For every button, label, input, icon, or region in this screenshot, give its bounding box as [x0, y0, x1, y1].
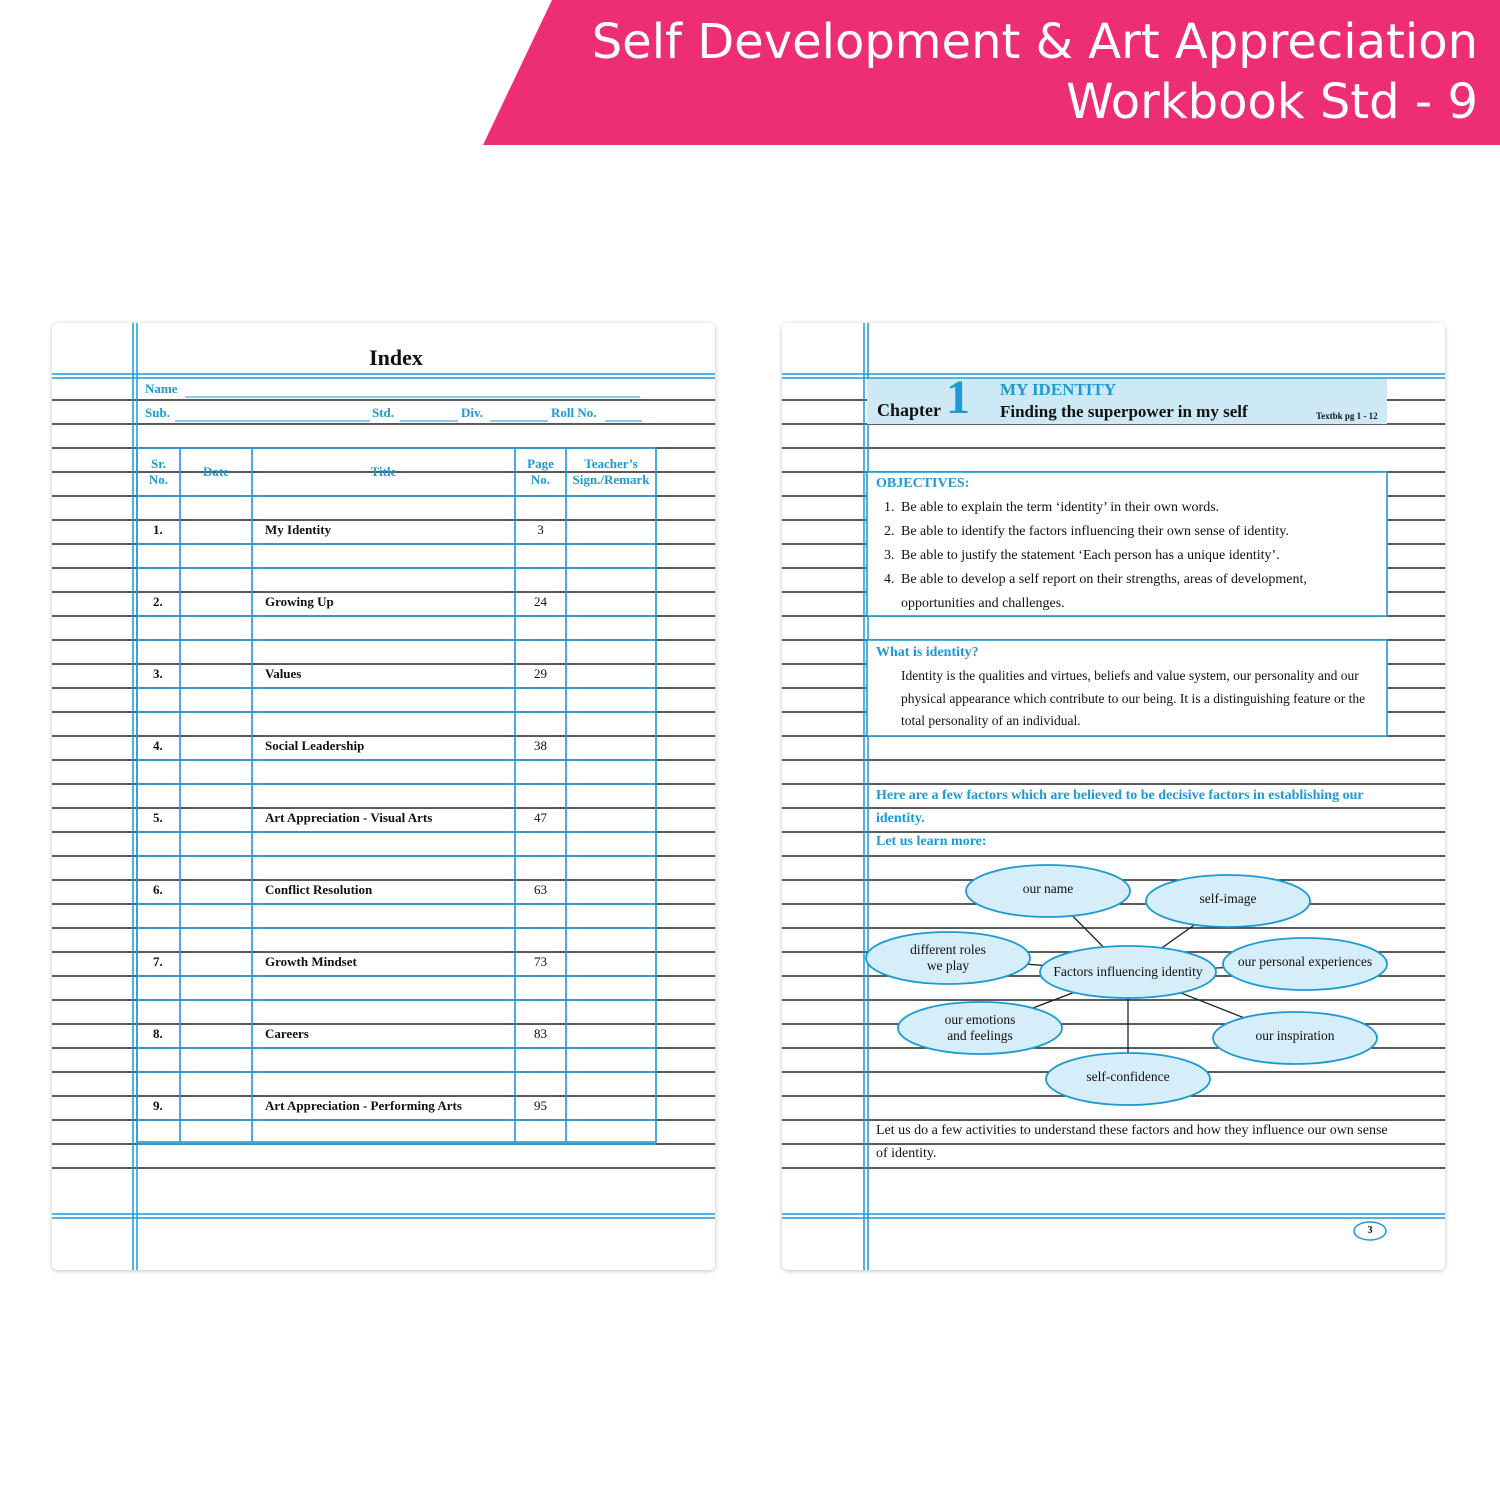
factor-label: self-confidence: [1086, 1069, 1170, 1084]
page-number: 29: [534, 666, 547, 681]
banner-title: Self Development & Art Appreciation: [591, 14, 1478, 70]
page-number: 3: [537, 522, 544, 537]
chapter-title: Growing Up: [265, 594, 334, 609]
factor-label: and feelings: [947, 1028, 1013, 1043]
chapter-title: Careers: [265, 1026, 309, 1041]
chapter-title: My Identity: [265, 522, 332, 537]
serial-number: 3.: [153, 666, 163, 681]
serial-number: 6.: [153, 882, 163, 897]
page-number: 47: [534, 810, 547, 825]
field-label: Div.: [461, 405, 484, 420]
page-number: 83: [534, 1026, 547, 1041]
page-number: 38: [534, 738, 547, 753]
objective-number: 2.: [884, 524, 895, 539]
chapter-title: Growth Mindset: [265, 954, 357, 969]
factor-label: our emotions: [944, 1012, 1016, 1027]
chapter-label: Chapter: [877, 400, 941, 420]
serial-number: 8.: [153, 1026, 163, 1041]
table-header: Page No.: [527, 456, 554, 487]
identity-text: Identity is the qualities and virtues, b…: [901, 668, 1366, 728]
serial-number: 1.: [153, 522, 163, 537]
factor-label: our personal experiences: [1237, 954, 1373, 969]
factor-node: [897, 1001, 1063, 1055]
banner-title: Workbook Std - 9: [1066, 74, 1478, 130]
center-node: [1039, 945, 1217, 999]
objectives-heading: OBJECTIVES:: [876, 476, 970, 491]
table-header: Date: [203, 464, 229, 479]
factor-label: our inspiration: [1255, 1028, 1335, 1043]
factor-label: self-image: [1199, 891, 1257, 906]
serial-number: 5.: [153, 810, 163, 825]
table-header: Teacher’s Sign./Remark: [572, 456, 650, 487]
factor-label: our name: [1022, 881, 1074, 896]
page-number-badge: [1353, 1221, 1387, 1241]
chapter-number: 1: [946, 371, 970, 424]
chapter-title: Values: [265, 666, 302, 681]
factor-node: [1212, 1011, 1378, 1065]
serial-number: 2.: [153, 594, 163, 609]
field-label: Name: [145, 381, 178, 396]
serial-number: 7.: [153, 954, 163, 969]
page-number: 63: [534, 882, 547, 897]
objective-number: 3.: [884, 548, 895, 563]
page-number: 3: [1367, 1225, 1373, 1236]
index-table: [136, 447, 657, 1143]
field-label: Roll No.: [551, 405, 597, 420]
chapter-title: Social Leadership: [265, 738, 365, 753]
objective-text: Be able to explain the term ‘identity’ i…: [901, 500, 1220, 515]
page-number: 95: [534, 1098, 547, 1113]
page-number: 73: [534, 954, 547, 969]
chapter-title: Art Appreciation - Visual Arts: [265, 810, 433, 825]
chapter-header: [867, 379, 1387, 424]
factor-label: different roles: [910, 942, 986, 957]
factors-intro: Here are a few factors which are believe…: [876, 788, 1364, 826]
factor-node: [1045, 1052, 1211, 1106]
objective-text: Be able to identify the factors influenc…: [901, 524, 1289, 539]
identity-box: [866, 639, 1388, 737]
index-title: Index: [369, 345, 423, 370]
chapter-title: Art Appreciation - Performing Arts: [265, 1098, 462, 1113]
factor-label: we play: [926, 958, 970, 973]
field-label: Std.: [372, 405, 395, 420]
chapter-title: Conflict Resolution: [265, 882, 373, 897]
factor-node: [865, 931, 1031, 985]
learn-more: Let us learn more:: [876, 834, 987, 849]
objectives-box: [866, 471, 1388, 617]
objective-text: Be able to justify the statement ‘Each p…: [901, 548, 1280, 563]
serial-number: 9.: [153, 1098, 163, 1113]
objective-number: 1.: [884, 500, 895, 515]
objective-number: 4.: [884, 572, 895, 587]
center-label: Factors influencing identity: [1053, 964, 1203, 979]
table-header: Sr. No.: [148, 456, 169, 487]
factor-node: [1222, 937, 1388, 991]
objective-text: Be able to develop a self report on thei…: [901, 572, 1307, 611]
banner-shape: [483, 0, 1500, 145]
serial-number: 4.: [153, 738, 163, 753]
index-page: [52, 323, 715, 1270]
closing-text: Let us do a few activities to understand…: [876, 1123, 1388, 1161]
chapter-subtitle: Finding the superpower in my self: [1000, 402, 1248, 421]
textbook-reference: Textbk pg 1 - 12: [1316, 411, 1378, 421]
field-label: Sub.: [145, 405, 170, 420]
factor-node: [965, 864, 1131, 918]
page-number: 24: [534, 594, 547, 609]
chapter-heading: MY IDENTITY: [1000, 380, 1117, 399]
factor-node: [1145, 874, 1311, 928]
table-header: Title: [370, 464, 397, 479]
identity-heading: What is identity?: [876, 645, 979, 660]
